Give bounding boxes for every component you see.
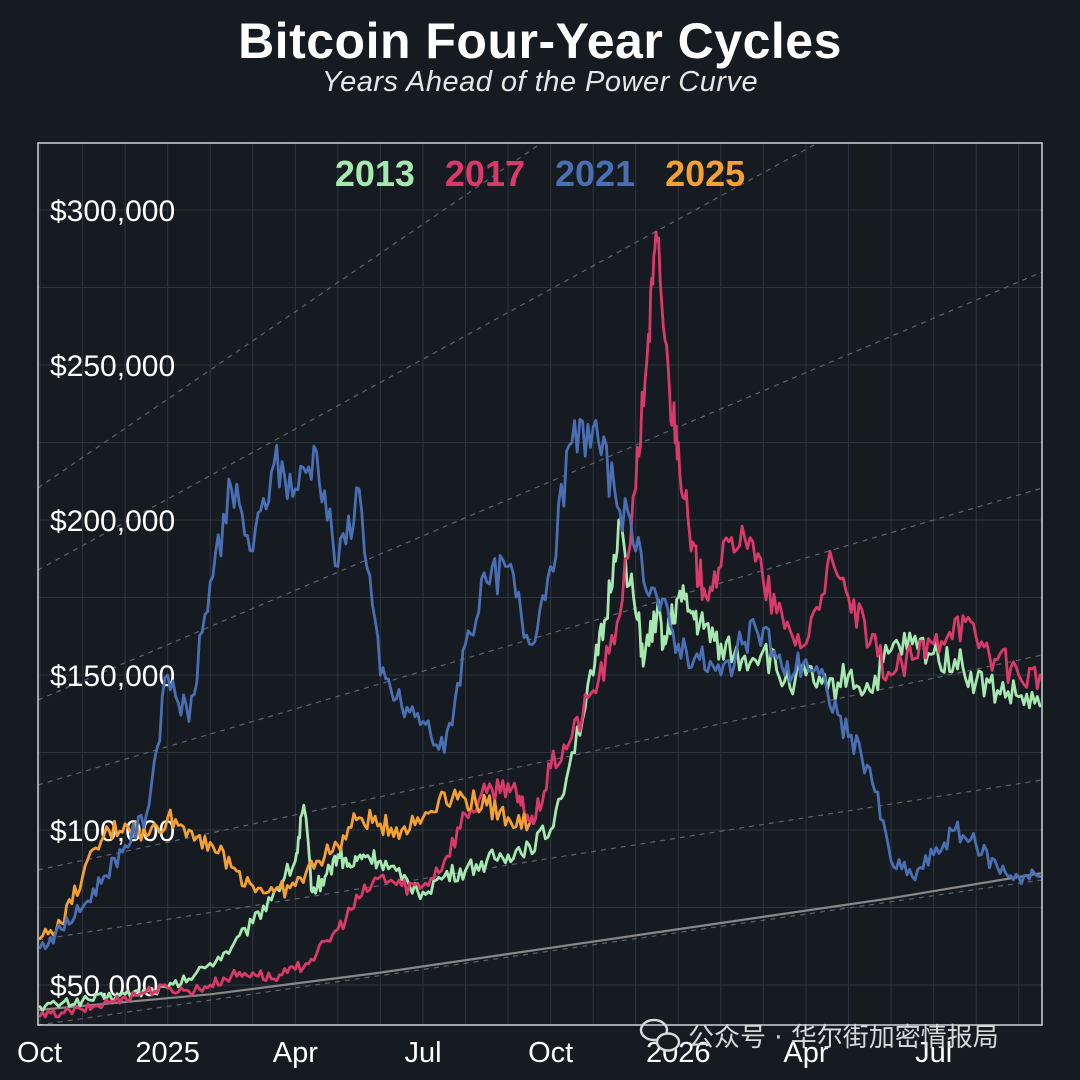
y-tick-label: $150,000 [50,660,175,693]
band-line [38,143,543,489]
band-line [38,143,819,571]
band-line [38,487,1042,786]
legend-entry-2021: 2021 [555,153,635,194]
series-line-2021 [38,417,1042,951]
series-line-power-curve [38,872,1042,1011]
series-line-2013 [38,517,1042,1012]
wechat-icon [639,1018,681,1052]
series-line-2025 [38,788,531,940]
legend-entry-2025: 2025 [665,153,745,194]
y-tick-label: $200,000 [50,505,175,538]
legend-entry-2013: 2013 [335,153,415,194]
series-line-2017 [38,230,1042,1019]
watermark: 公众号 · 华尔街加密情报局 [639,1018,999,1053]
x-axis-labels: Oct 2025 Apr Jul Oct 2026 Apr Jul [17,1037,952,1069]
band-line [38,271,1042,701]
y-tick-label: $250,000 [50,350,175,383]
grid [38,143,1042,1025]
x-tick-label: Oct [528,1037,573,1069]
watermark-text: 公众号 · 华尔街加密情报局 [688,1023,999,1053]
series-group [38,230,1042,1019]
plot-frame [37,142,1043,1026]
chart-title: Bitcoin Four-Year Cycles [238,13,842,69]
x-tick-label: Oct [17,1037,62,1069]
band-line [38,654,1042,871]
y-axis-labels: $50,000$100,000$150,000$200,000$250,000$… [50,195,175,1003]
x-tick-label: 2025 [135,1037,200,1069]
legend-entry-2017: 2017 [445,153,525,194]
power-curve-bands [38,143,1042,1025]
x-tick-label: Apr [783,1037,828,1069]
x-tick-label: Apr [273,1037,318,1069]
chart-subtitle: Years Ahead of the Power Curve [321,66,759,98]
y-tick-label: $300,000 [50,195,175,228]
x-tick-label: Jul [915,1037,952,1069]
legend: 2013 2017 2021 2025 [335,153,745,194]
x-tick-label: Jul [404,1037,441,1069]
